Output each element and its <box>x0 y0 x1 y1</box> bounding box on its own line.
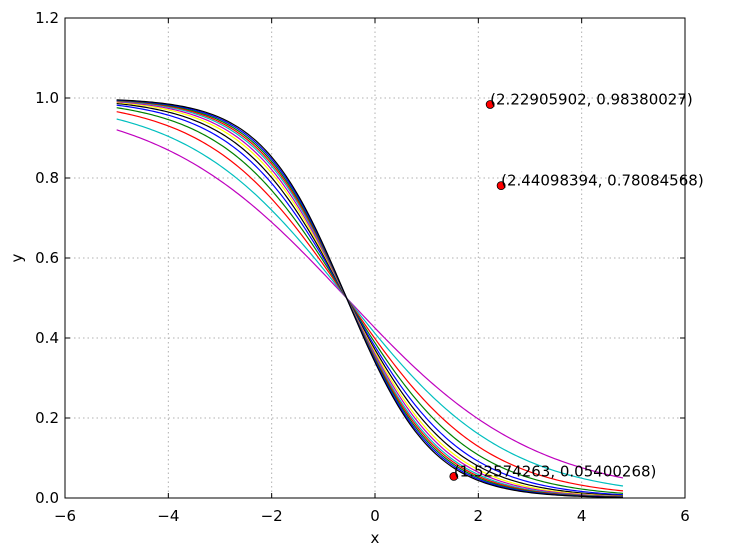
series-line-8 <box>116 101 624 498</box>
x-tick-label: 0 <box>370 507 380 525</box>
x-tick-label: 2 <box>474 507 484 525</box>
annotated-point-3 <box>449 471 459 481</box>
y-tick-label: 1.2 <box>35 9 59 27</box>
annotated-point-2 <box>496 181 506 191</box>
series-line-12 <box>116 99 624 498</box>
x-axis-label: x <box>371 529 380 547</box>
series-line-13 <box>116 99 624 498</box>
series-line-2 <box>116 118 624 487</box>
x-tick-label: 4 <box>577 507 587 525</box>
y-tick-label: 1.0 <box>35 89 59 107</box>
series-line-1 <box>116 129 624 479</box>
series-line-4 <box>116 107 624 494</box>
point-annotation-2: (2.44098394, 0.78084568) <box>501 172 704 190</box>
y-tick-label: 0.2 <box>35 409 59 427</box>
series-lines <box>116 99 624 498</box>
y-axis-label: y <box>8 253 26 262</box>
annotated-point-1 <box>485 100 495 109</box>
annotated-points: (2.22905902, 0.98380027) (2.44098394, 0.7… <box>449 90 704 481</box>
x-tick-label: −4 <box>157 507 179 525</box>
x-tick-label: 6 <box>680 507 690 525</box>
point-annotation-1: (2.22905902, 0.98380027) <box>490 90 693 108</box>
series-line-7 <box>116 101 624 497</box>
y-tick-label: 0.6 <box>35 249 59 267</box>
series-line-9 <box>116 100 624 498</box>
series-line-10 <box>116 100 624 498</box>
x-tick-label: −6 <box>54 507 76 525</box>
series-line-3 <box>116 111 624 492</box>
grid <box>65 18 685 498</box>
axis-ticks: −6 −4 −2 0 2 4 6 0.0 0.2 0.4 0.6 0.8 1.0 1.2 <box>35 9 690 525</box>
x-tick-label: −2 <box>261 507 283 525</box>
point-annotation-3: (1.52574263, 0.05400268) <box>454 462 657 480</box>
y-tick-label: 0.0 <box>35 489 59 507</box>
series-line-5 <box>116 104 624 496</box>
y-tick-label: 0.4 <box>35 329 59 347</box>
y-tick-label: 0.8 <box>35 169 59 187</box>
series-line-6 <box>116 102 624 497</box>
series-line-11 <box>116 99 624 498</box>
